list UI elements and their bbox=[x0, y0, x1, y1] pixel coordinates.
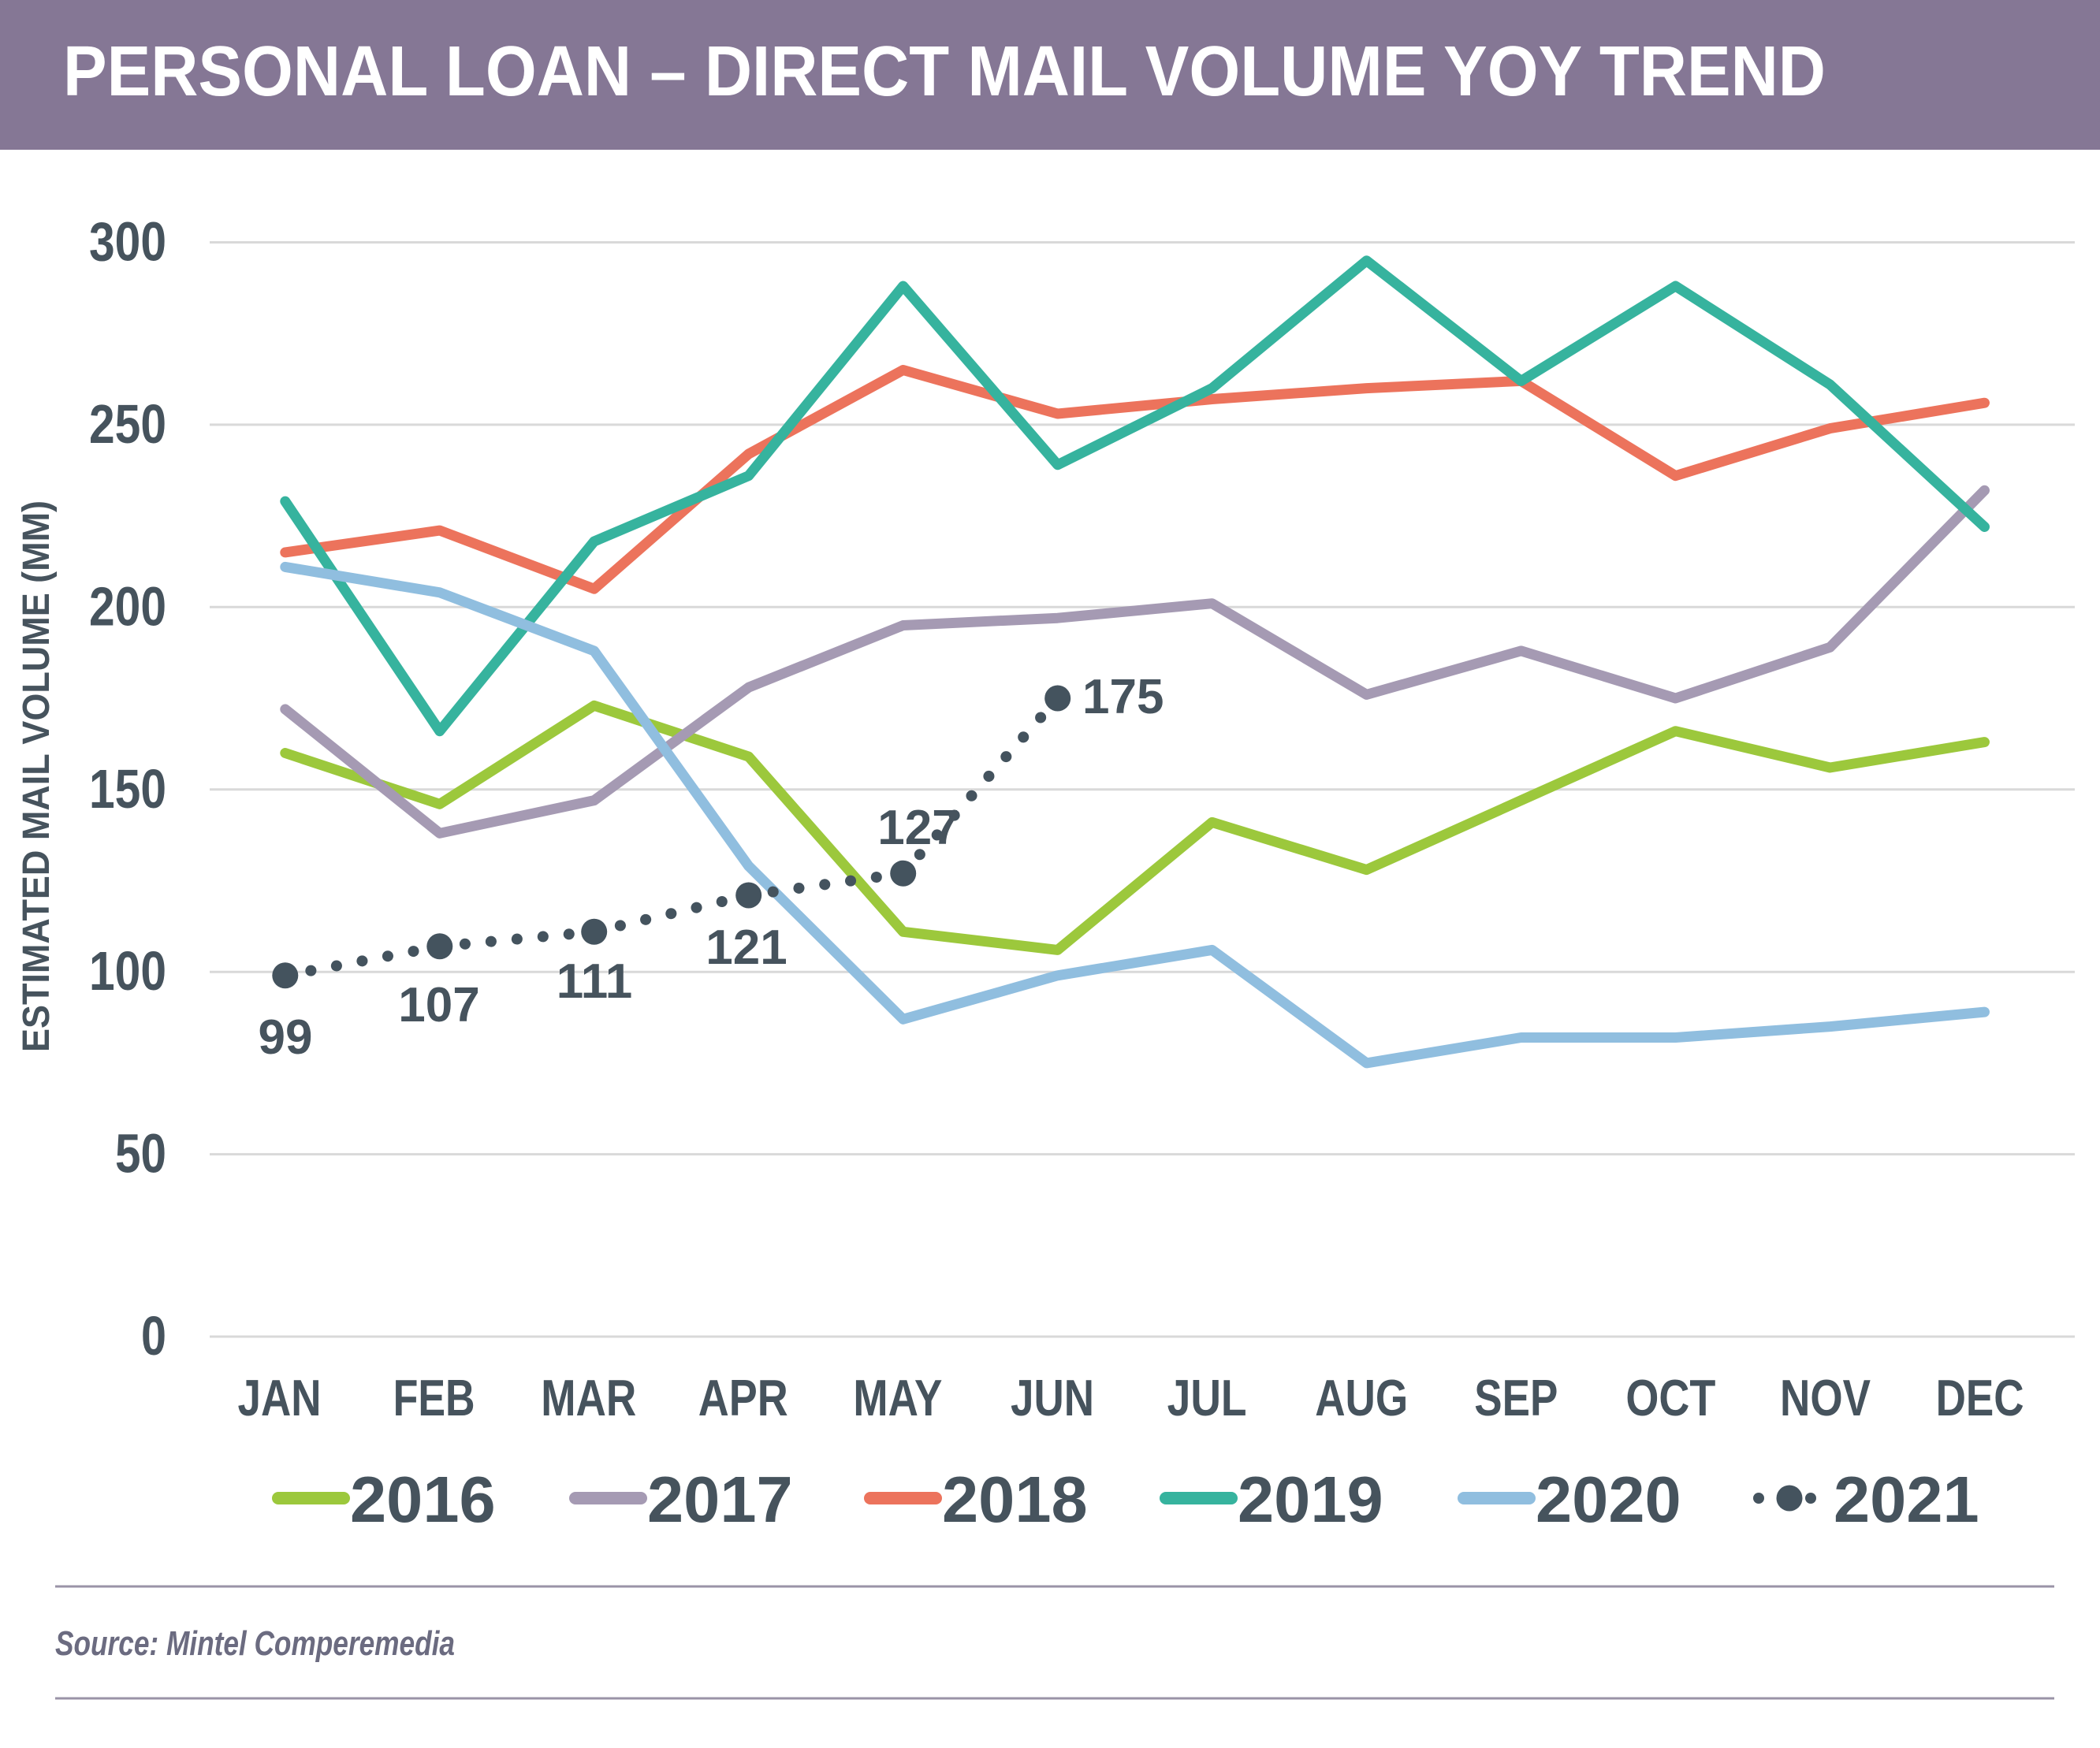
svg-text:50: 50 bbox=[115, 1123, 166, 1185]
svg-text:FEB: FEB bbox=[393, 1369, 475, 1426]
svg-text:PERSONAL LOAN – DIRECT MAIL V: PERSONAL LOAN – DIRECT MAIL VOLUME YOY T… bbox=[63, 32, 1826, 111]
svg-text:107: 107 bbox=[398, 978, 479, 1032]
svg-text:99: 99 bbox=[259, 1010, 313, 1065]
svg-text:2020: 2020 bbox=[1536, 1463, 1681, 1536]
svg-text:2019: 2019 bbox=[1238, 1463, 1383, 1536]
svg-text:JAN: JAN bbox=[238, 1369, 322, 1426]
svg-text:AUG: AUG bbox=[1315, 1369, 1408, 1426]
svg-text:121: 121 bbox=[706, 920, 787, 975]
svg-text:300: 300 bbox=[89, 211, 166, 273]
svg-text:JUN: JUN bbox=[1011, 1369, 1094, 1426]
svg-text:250: 250 bbox=[89, 393, 166, 455]
svg-text:MAR: MAR bbox=[541, 1369, 636, 1426]
svg-text:Source: Mintel Comperemedia: Source: Mintel Comperemedia bbox=[55, 1624, 455, 1663]
svg-text:2016: 2016 bbox=[350, 1463, 496, 1536]
svg-text:OCT: OCT bbox=[1625, 1369, 1715, 1426]
svg-text:200: 200 bbox=[89, 575, 166, 637]
svg-text:MAY: MAY bbox=[853, 1369, 942, 1426]
svg-text:APR: APR bbox=[698, 1369, 788, 1426]
svg-text:2018: 2018 bbox=[942, 1463, 1088, 1536]
svg-text:DEC: DEC bbox=[1936, 1369, 2024, 1426]
svg-text:ESTIMATED MAIL VOLUME (MM): ESTIMATED MAIL VOLUME (MM) bbox=[16, 500, 58, 1052]
svg-text:2021: 2021 bbox=[1834, 1463, 1979, 1536]
svg-text:127: 127 bbox=[877, 801, 959, 855]
svg-text:175: 175 bbox=[1082, 670, 1164, 724]
svg-text:JUL: JUL bbox=[1167, 1369, 1247, 1426]
svg-text:150: 150 bbox=[89, 758, 166, 820]
svg-text:111: 111 bbox=[557, 954, 633, 1009]
svg-text:100: 100 bbox=[89, 940, 166, 1002]
svg-text:NOV: NOV bbox=[1780, 1369, 1871, 1426]
svg-text:0: 0 bbox=[141, 1305, 166, 1367]
svg-text:2017: 2017 bbox=[647, 1463, 793, 1536]
svg-text:SEP: SEP bbox=[1474, 1369, 1558, 1426]
